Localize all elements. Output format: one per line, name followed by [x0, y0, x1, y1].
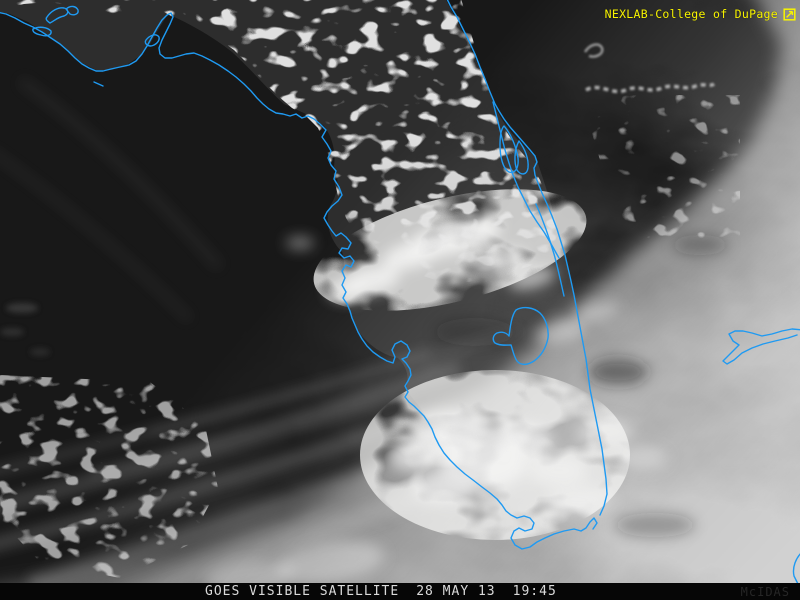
- status-bar: GOES VISIBLE SATELLITE 28 MAY 13 19:45 M…: [0, 583, 800, 600]
- coastline-panhandle-west: [0, 11, 598, 550]
- gulf-dim-clouds: [0, 303, 50, 356]
- mcidas-watermark: McIDAS: [740, 585, 790, 599]
- coastline-bahama-bank: [792, 553, 800, 585]
- st-joseph-bay-loop: [144, 34, 160, 47]
- big-bend-islet: [93, 81, 104, 87]
- coastline-barrier-southeast: [535, 203, 565, 297]
- gulf-small-clouds: [0, 375, 218, 578]
- coastline-overlay: [0, 0, 800, 585]
- atlantic-rope-cloud: [583, 43, 716, 94]
- lagoon-indian-river: [492, 101, 560, 259]
- time-label: 19:45: [512, 584, 557, 599]
- island-grand-bahama: [722, 328, 800, 365]
- credit-label: NEXLAB-College of DuPage: [605, 7, 796, 21]
- lake-okeechobee-outline: [492, 306, 549, 366]
- date-label: 28 MAY 13: [416, 584, 496, 599]
- cod-logo-icon: [783, 7, 796, 21]
- product-label: GOES VISIBLE SATELLITE: [205, 584, 400, 599]
- panhandle-bay-loops: [32, 5, 79, 37]
- cloud-south-florida-texture: [360, 370, 630, 540]
- credit-text: NEXLAB-College of DuPage: [604, 7, 778, 21]
- lagoon-merritt-island: [514, 140, 529, 175]
- coastline-east: [446, 0, 608, 516]
- lagoon-banana-river: [499, 125, 519, 174]
